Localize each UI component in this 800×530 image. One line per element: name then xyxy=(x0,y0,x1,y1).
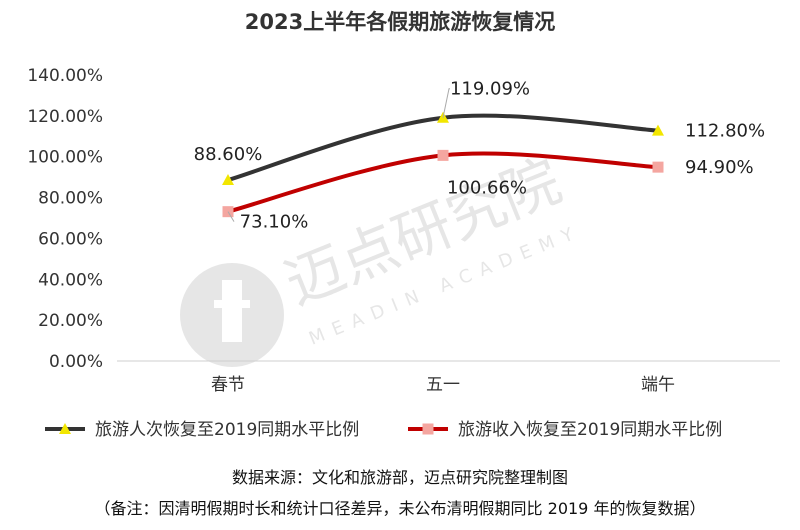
data-label: 94.90% xyxy=(685,157,754,178)
data-point-marker xyxy=(652,124,664,136)
data-label: 88.60% xyxy=(194,144,263,165)
x-axis: 春节 五一 端午 xyxy=(211,375,675,395)
y-tick-label: 80.00% xyxy=(38,189,103,209)
legend-item-1: 旅游人次恢复至2019同期水平比例 xyxy=(45,420,359,440)
label-leader-line xyxy=(227,211,235,222)
data-point-marker xyxy=(652,161,664,173)
x-tick-label: 春节 xyxy=(211,375,245,395)
y-axis: 0.00% 20.00% 40.00% 60.00% 80.00% 100.00% 120.… xyxy=(27,66,103,372)
data-labels: 88.60% 119.09% 112.80% 73.10% 100.66% 94.90% xyxy=(194,79,765,233)
legend-label: 旅游人次恢复至2019同期水平比例 xyxy=(95,420,359,440)
y-tick-label: 40.00% xyxy=(38,270,103,290)
y-tick-label: 0.00% xyxy=(49,352,103,372)
y-tick-label: 120.00% xyxy=(27,107,103,127)
x-tick-label: 端午 xyxy=(641,375,675,395)
y-tick-label: 60.00% xyxy=(38,229,103,249)
series-line-1 xyxy=(226,113,660,183)
source-note: 数据来源：文化和旅游部，迈点研究院整理制图 xyxy=(231,468,568,487)
legend-swatch-marker xyxy=(422,423,434,435)
label-leader-line xyxy=(442,88,450,118)
remark-note: （备注：因清明假期时长和统计口径差异，未公布清明假期同比 2019 年的恢复数据… xyxy=(94,499,706,518)
legend-swatch-marker xyxy=(59,423,71,434)
data-point-marker xyxy=(437,149,449,161)
legend-item-2: 旅游收入恢复至2019同期水平比例 xyxy=(408,420,722,440)
data-point-marker xyxy=(222,174,234,186)
legend-label: 旅游收入恢复至2019同期水平比例 xyxy=(458,420,722,440)
y-tick-label: 140.00% xyxy=(27,66,103,86)
data-label: 119.09% xyxy=(450,79,530,100)
data-label: 73.10% xyxy=(240,212,309,233)
y-tick-label: 100.00% xyxy=(27,148,103,168)
y-tick-label: 20.00% xyxy=(38,311,103,331)
legend: 旅游人次恢复至2019同期水平比例 旅游收入恢复至2019同期水平比例 xyxy=(45,420,722,440)
data-label: 100.66% xyxy=(447,177,527,198)
data-label: 112.80% xyxy=(685,121,765,142)
x-tick-label: 五一 xyxy=(426,375,460,395)
chart-title: 2023上半年各假期旅游恢复情况 xyxy=(244,10,556,34)
